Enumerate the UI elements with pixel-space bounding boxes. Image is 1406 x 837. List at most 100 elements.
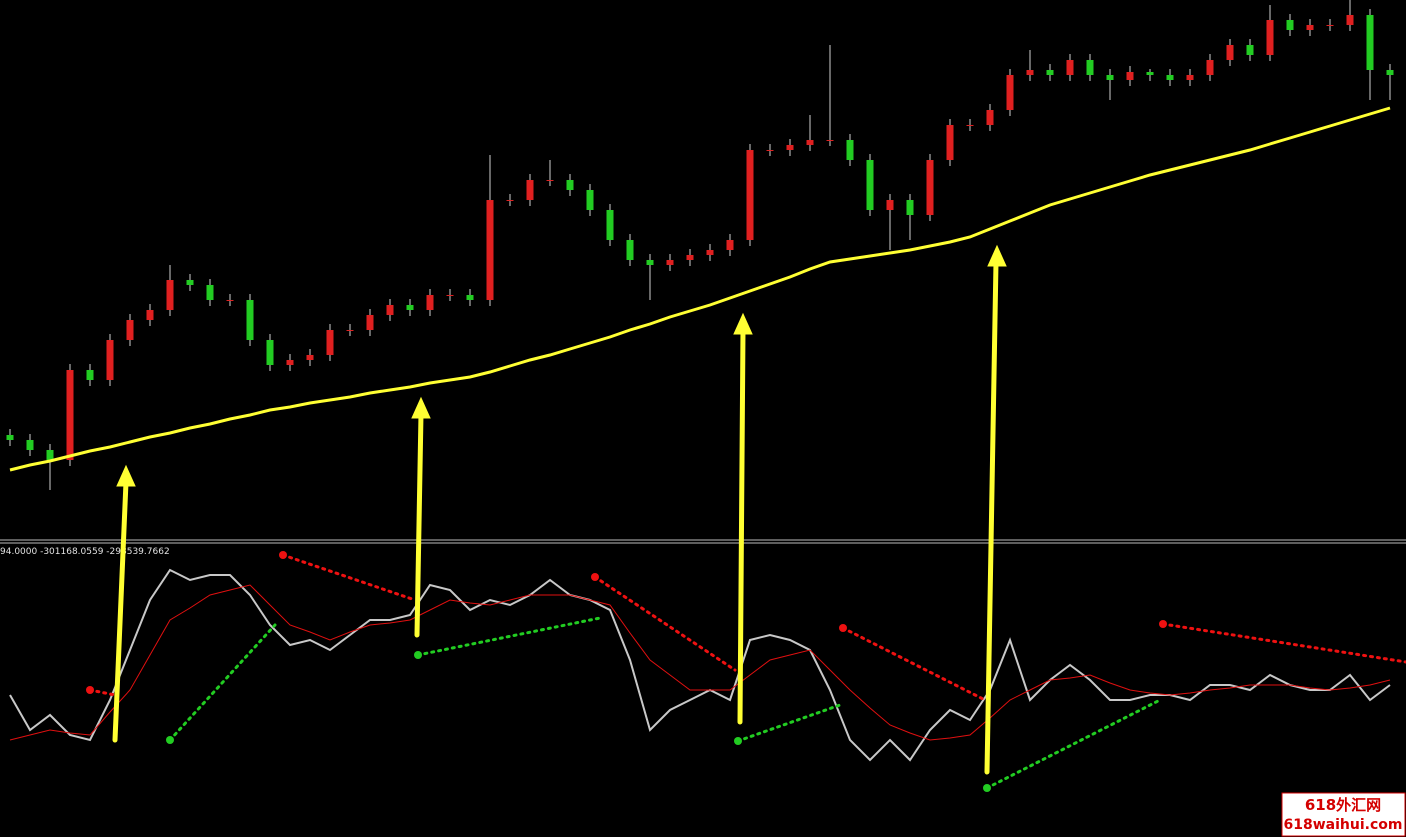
candle-body (986, 110, 994, 125)
candle-body (1226, 45, 1234, 60)
price-panel (6, 0, 1394, 490)
candle-body (1026, 70, 1034, 75)
candle-body (1146, 72, 1154, 75)
candle-body (1086, 60, 1094, 75)
candle-body (1346, 15, 1354, 25)
oscillator-line (9, 568, 1391, 762)
divergence-line (88, 688, 117, 697)
candle-body (1366, 15, 1374, 70)
candle-body (26, 440, 34, 450)
candle-body (46, 450, 54, 460)
candle-body (726, 240, 734, 250)
divergence-line (416, 616, 602, 657)
divergence-point (414, 651, 422, 659)
divergence-point (1159, 620, 1167, 628)
indicator-header: 94.0000 -301168.0559 -298539.7662 (0, 547, 170, 557)
divergence-line (1161, 622, 1406, 664)
candle-body (846, 140, 854, 160)
candle-body (1266, 20, 1274, 55)
candle-body (1386, 70, 1394, 75)
divergence-point (983, 784, 991, 792)
divergence-point (839, 624, 847, 632)
candle-body (486, 200, 494, 300)
candle-body (526, 180, 534, 200)
candle-body (226, 300, 234, 301)
candle-body (1106, 75, 1114, 80)
candle-body (366, 315, 374, 330)
arrow-head (411, 396, 431, 419)
divergence-line (985, 698, 1162, 790)
moving-average-line (9, 106, 1391, 472)
candle-body (866, 160, 874, 210)
candle-body (746, 150, 754, 240)
candle-body (826, 140, 834, 141)
candle-body (146, 310, 154, 320)
candle-body (646, 260, 654, 265)
candle-body (606, 210, 614, 240)
candle-body (1306, 25, 1314, 30)
candle-body (266, 340, 274, 365)
candle-body (906, 200, 914, 215)
candle-body (766, 150, 774, 151)
candle-body (446, 295, 454, 296)
candle-body (566, 180, 574, 190)
divergence-point (86, 686, 94, 694)
candle-body (166, 280, 174, 310)
arrow (112, 479, 129, 743)
candle-body (1206, 60, 1214, 75)
arrows (112, 244, 1007, 775)
candle-body (586, 190, 594, 210)
watermark-url: 618waihui.com (1284, 817, 1403, 833)
candle-body (926, 160, 934, 215)
candle-body (1006, 75, 1014, 110)
divergence-line (736, 703, 842, 743)
arrow (737, 327, 746, 725)
arrow-head (987, 244, 1007, 267)
watermark-box (1281, 792, 1406, 837)
divergence-line (281, 553, 417, 602)
candle-body (1126, 72, 1134, 80)
oscillator-panel (9, 551, 1406, 792)
candle-body (6, 435, 14, 440)
divergence-line (593, 575, 737, 672)
candle-body (286, 360, 294, 365)
candle-body (1286, 20, 1294, 30)
arrow-head (116, 464, 136, 487)
candle-body (86, 370, 94, 380)
candle-body (506, 200, 514, 201)
candle-body (386, 305, 394, 315)
divergence-point (734, 737, 742, 745)
candle-body (946, 125, 954, 160)
candle-body (1046, 70, 1054, 75)
candle-body (186, 280, 194, 285)
watermark-title: 618外汇网 (1305, 796, 1381, 814)
candle-body (426, 295, 434, 310)
candle-body (106, 340, 114, 380)
candle-body (686, 255, 694, 260)
candle-body (626, 240, 634, 260)
candle-body (1246, 45, 1254, 55)
candle-body (206, 285, 214, 300)
candle-body (886, 200, 894, 210)
candle-body (466, 295, 474, 300)
candle-body (1326, 25, 1334, 26)
candle-body (406, 305, 414, 310)
candle-body (786, 145, 794, 150)
divergence-point (166, 736, 174, 744)
candle-body (246, 300, 254, 340)
divergence-line (168, 623, 277, 742)
candle-body (326, 330, 334, 355)
candle-body (706, 250, 714, 255)
candle-body (966, 125, 974, 126)
candle-body (126, 320, 134, 340)
arrow-head (733, 312, 753, 335)
candle-body (1186, 75, 1194, 80)
candle-body (306, 355, 314, 360)
candle-body (1066, 60, 1074, 75)
arrow (414, 411, 424, 638)
divergence-point (279, 551, 287, 559)
divergence-line (841, 626, 987, 702)
